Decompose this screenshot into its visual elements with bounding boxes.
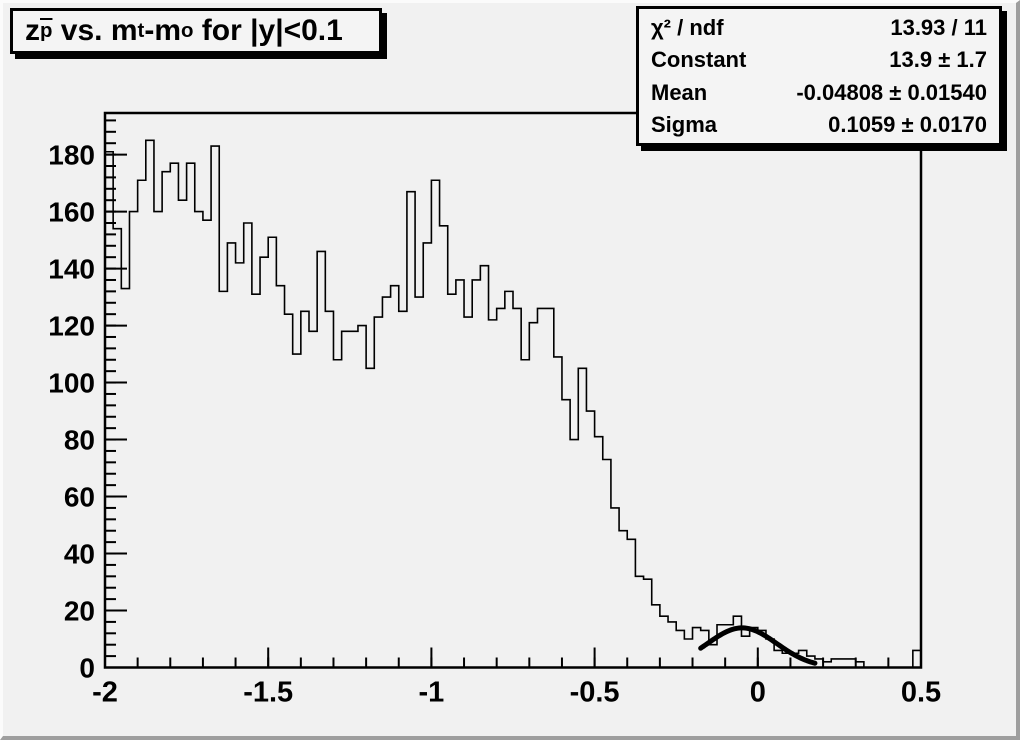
stats-row: Constant 13.9 ± 1.7 <box>639 44 999 75</box>
x-axis-tick-label: -1 <box>419 677 445 709</box>
stats-label-constant: Constant <box>651 47 747 73</box>
y-axis-tick-label: 60 <box>64 482 95 513</box>
y-axis-tick-label: 180 <box>48 140 95 171</box>
y-axis-tick-label: 0 <box>79 653 95 684</box>
y-axis-tick-label: 20 <box>64 596 95 627</box>
title-segment: -m <box>144 14 181 47</box>
plot-area[interactable]: 0 20 40 60 80 100 120 140 160 180 -2 -1.5 -1 -0.5 0 0.5 <box>3 3 1020 740</box>
x-axis-tick-label: 0 <box>750 677 766 709</box>
x-axis-tick-label: 0.5 <box>901 677 941 709</box>
y-axis-tick-label: 100 <box>48 368 95 399</box>
histogram-line[interactable] <box>104 139 922 669</box>
y-axis-tick-label: 140 <box>48 254 95 285</box>
title-segment: p <box>40 19 53 42</box>
plot-frame <box>103 111 923 669</box>
stats-row: Mean -0.04808 ± 0.01540 <box>639 77 999 108</box>
title-segment: t <box>137 19 145 42</box>
x-axis-tick-label: -0.5 <box>570 677 620 709</box>
y-axis-tick-label: 160 <box>48 197 95 228</box>
x-axis-tick-label: -1.5 <box>243 677 293 709</box>
stats-value-sigma: 0.1059 ± 0.0170 <box>828 112 987 138</box>
title-segment: z <box>25 14 40 47</box>
fit-curve[interactable] <box>698 625 818 666</box>
stats-label-chi2: χ² / ndf <box>651 14 724 40</box>
title-segment: for |y|<0.1 <box>193 14 343 47</box>
title-segment: vs. m <box>52 14 138 47</box>
stats-value-constant: 13.9 ± 1.7 <box>889 47 987 73</box>
fit-stats-box[interactable]: χ² / ndf 13.93 / 11 Constant 13.9 ± 1.7 … <box>636 6 1002 146</box>
stats-label-sigma: Sigma <box>651 112 718 138</box>
stats-label-mean: Mean <box>651 79 708 105</box>
y-axis-tick-label: 80 <box>64 425 95 456</box>
y-axis-tick-label: 40 <box>64 539 95 570</box>
stats-row: Sigma 0.1059 ± 0.0170 <box>639 109 999 140</box>
title-segment: o <box>181 19 194 42</box>
stats-row: χ² / ndf 13.93 / 11 <box>639 12 999 43</box>
y-axis-tick-label: 120 <box>48 311 95 342</box>
x-axis-tick-label: -2 <box>92 677 118 709</box>
stats-value-chi2: 13.93 / 11 <box>890 14 987 40</box>
stats-value-mean: -0.04808 ± 0.01540 <box>796 79 987 105</box>
